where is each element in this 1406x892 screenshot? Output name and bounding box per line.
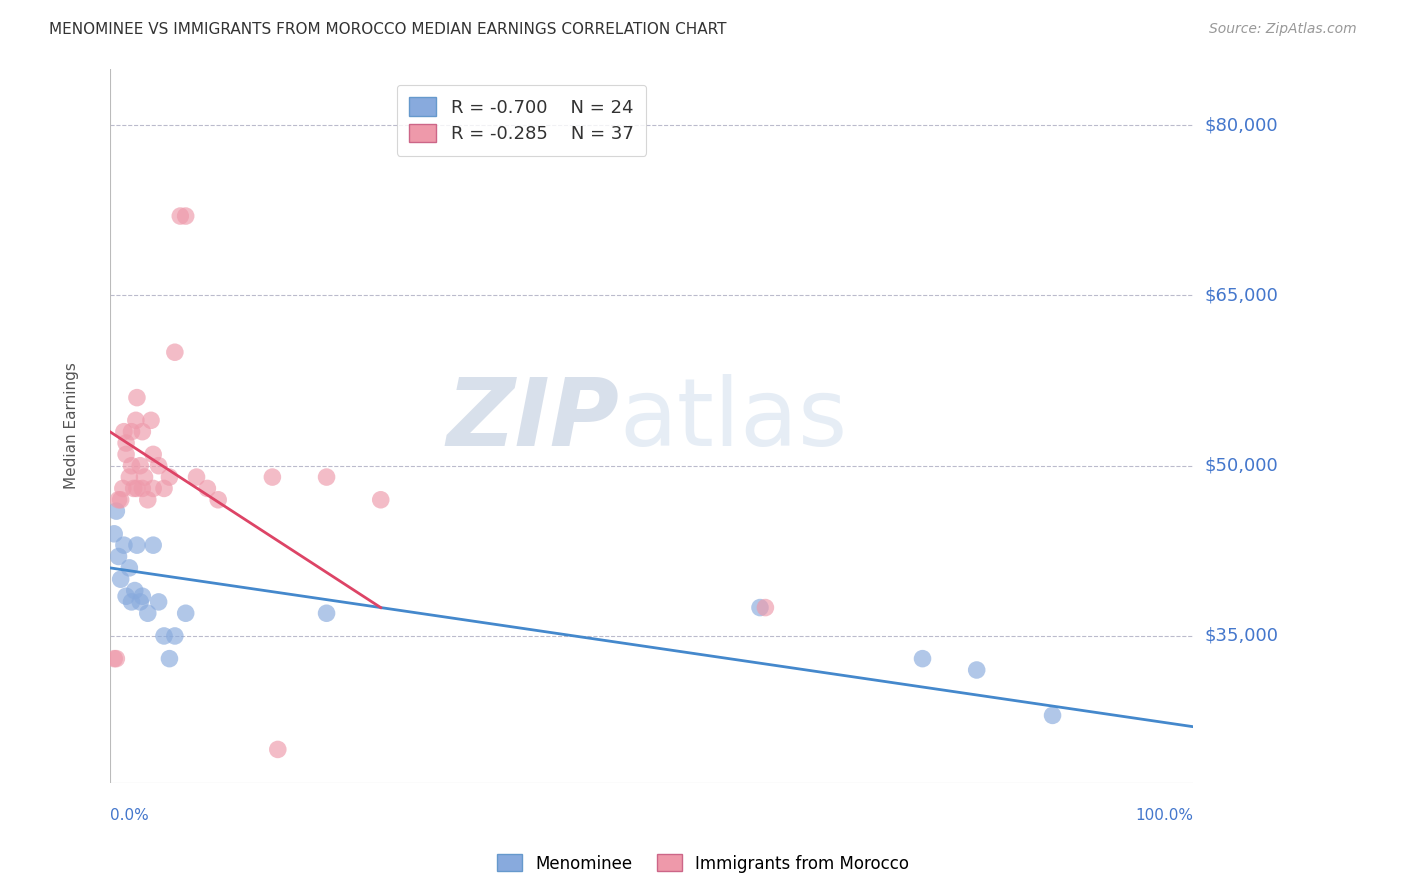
Point [174,607,197,621]
Point [136,607,159,621]
Point [174,209,197,223]
Point [911,651,934,665]
Legend: R = -0.700    N = 24, R = -0.285    N = 37: R = -0.700 N = 24, R = -0.285 N = 37 [396,85,647,156]
Text: ZIP: ZIP [446,375,619,467]
Point [121,425,143,439]
Point [115,436,138,450]
Point [103,526,125,541]
Point [115,589,138,603]
Text: MENOMINEE VS IMMIGRANTS FROM MOROCCO MEDIAN EARNINGS CORRELATION CHART: MENOMINEE VS IMMIGRANTS FROM MOROCCO MED… [49,22,727,37]
Point [112,538,135,552]
Point [142,447,165,461]
Text: $50,000: $50,000 [1205,457,1278,475]
Legend: Menominee, Immigrants from Morocco: Menominee, Immigrants from Morocco [489,847,917,880]
Point [110,492,132,507]
Point [125,413,148,427]
Point [125,482,148,496]
Text: Median Earnings: Median Earnings [65,362,79,490]
Point [370,492,392,507]
Point [148,458,170,473]
Text: Source: ZipAtlas.com: Source: ZipAtlas.com [1209,22,1357,37]
Point [262,470,284,484]
Point [125,538,148,552]
Point [129,458,152,473]
Text: $35,000: $35,000 [1205,627,1278,645]
Point [121,595,143,609]
Point [118,561,141,575]
Point [124,583,146,598]
Point [107,549,129,564]
Text: 100.0%: 100.0% [1136,808,1194,823]
Point [159,470,181,484]
Point [136,492,159,507]
Point [153,629,176,643]
Point [105,504,128,518]
Point [131,589,153,603]
Point [110,572,132,586]
Point [163,629,186,643]
Point [148,595,170,609]
Point [142,482,165,496]
Point [115,447,138,461]
Point [142,538,165,552]
Point [111,482,134,496]
Point [122,482,145,496]
Point [195,482,218,496]
Point [163,345,186,359]
Text: atlas: atlas [619,375,848,467]
Point [103,651,125,665]
Point [134,470,156,484]
Point [131,425,153,439]
Point [153,482,176,496]
Point [105,651,128,665]
Text: $65,000: $65,000 [1205,286,1278,304]
Point [315,470,337,484]
Point [315,607,337,621]
Point [267,742,290,756]
Point [749,600,772,615]
Point [169,209,191,223]
Point [966,663,988,677]
Point [112,425,135,439]
Point [186,470,208,484]
Text: $80,000: $80,000 [1205,116,1278,135]
Point [121,458,143,473]
Point [1042,708,1064,723]
Text: 0.0%: 0.0% [110,808,149,823]
Point [131,482,153,496]
Point [139,413,162,427]
Point [159,651,181,665]
Point [754,600,776,615]
Point [125,391,148,405]
Point [118,470,141,484]
Point [129,595,152,609]
Point [107,492,129,507]
Point [207,492,229,507]
